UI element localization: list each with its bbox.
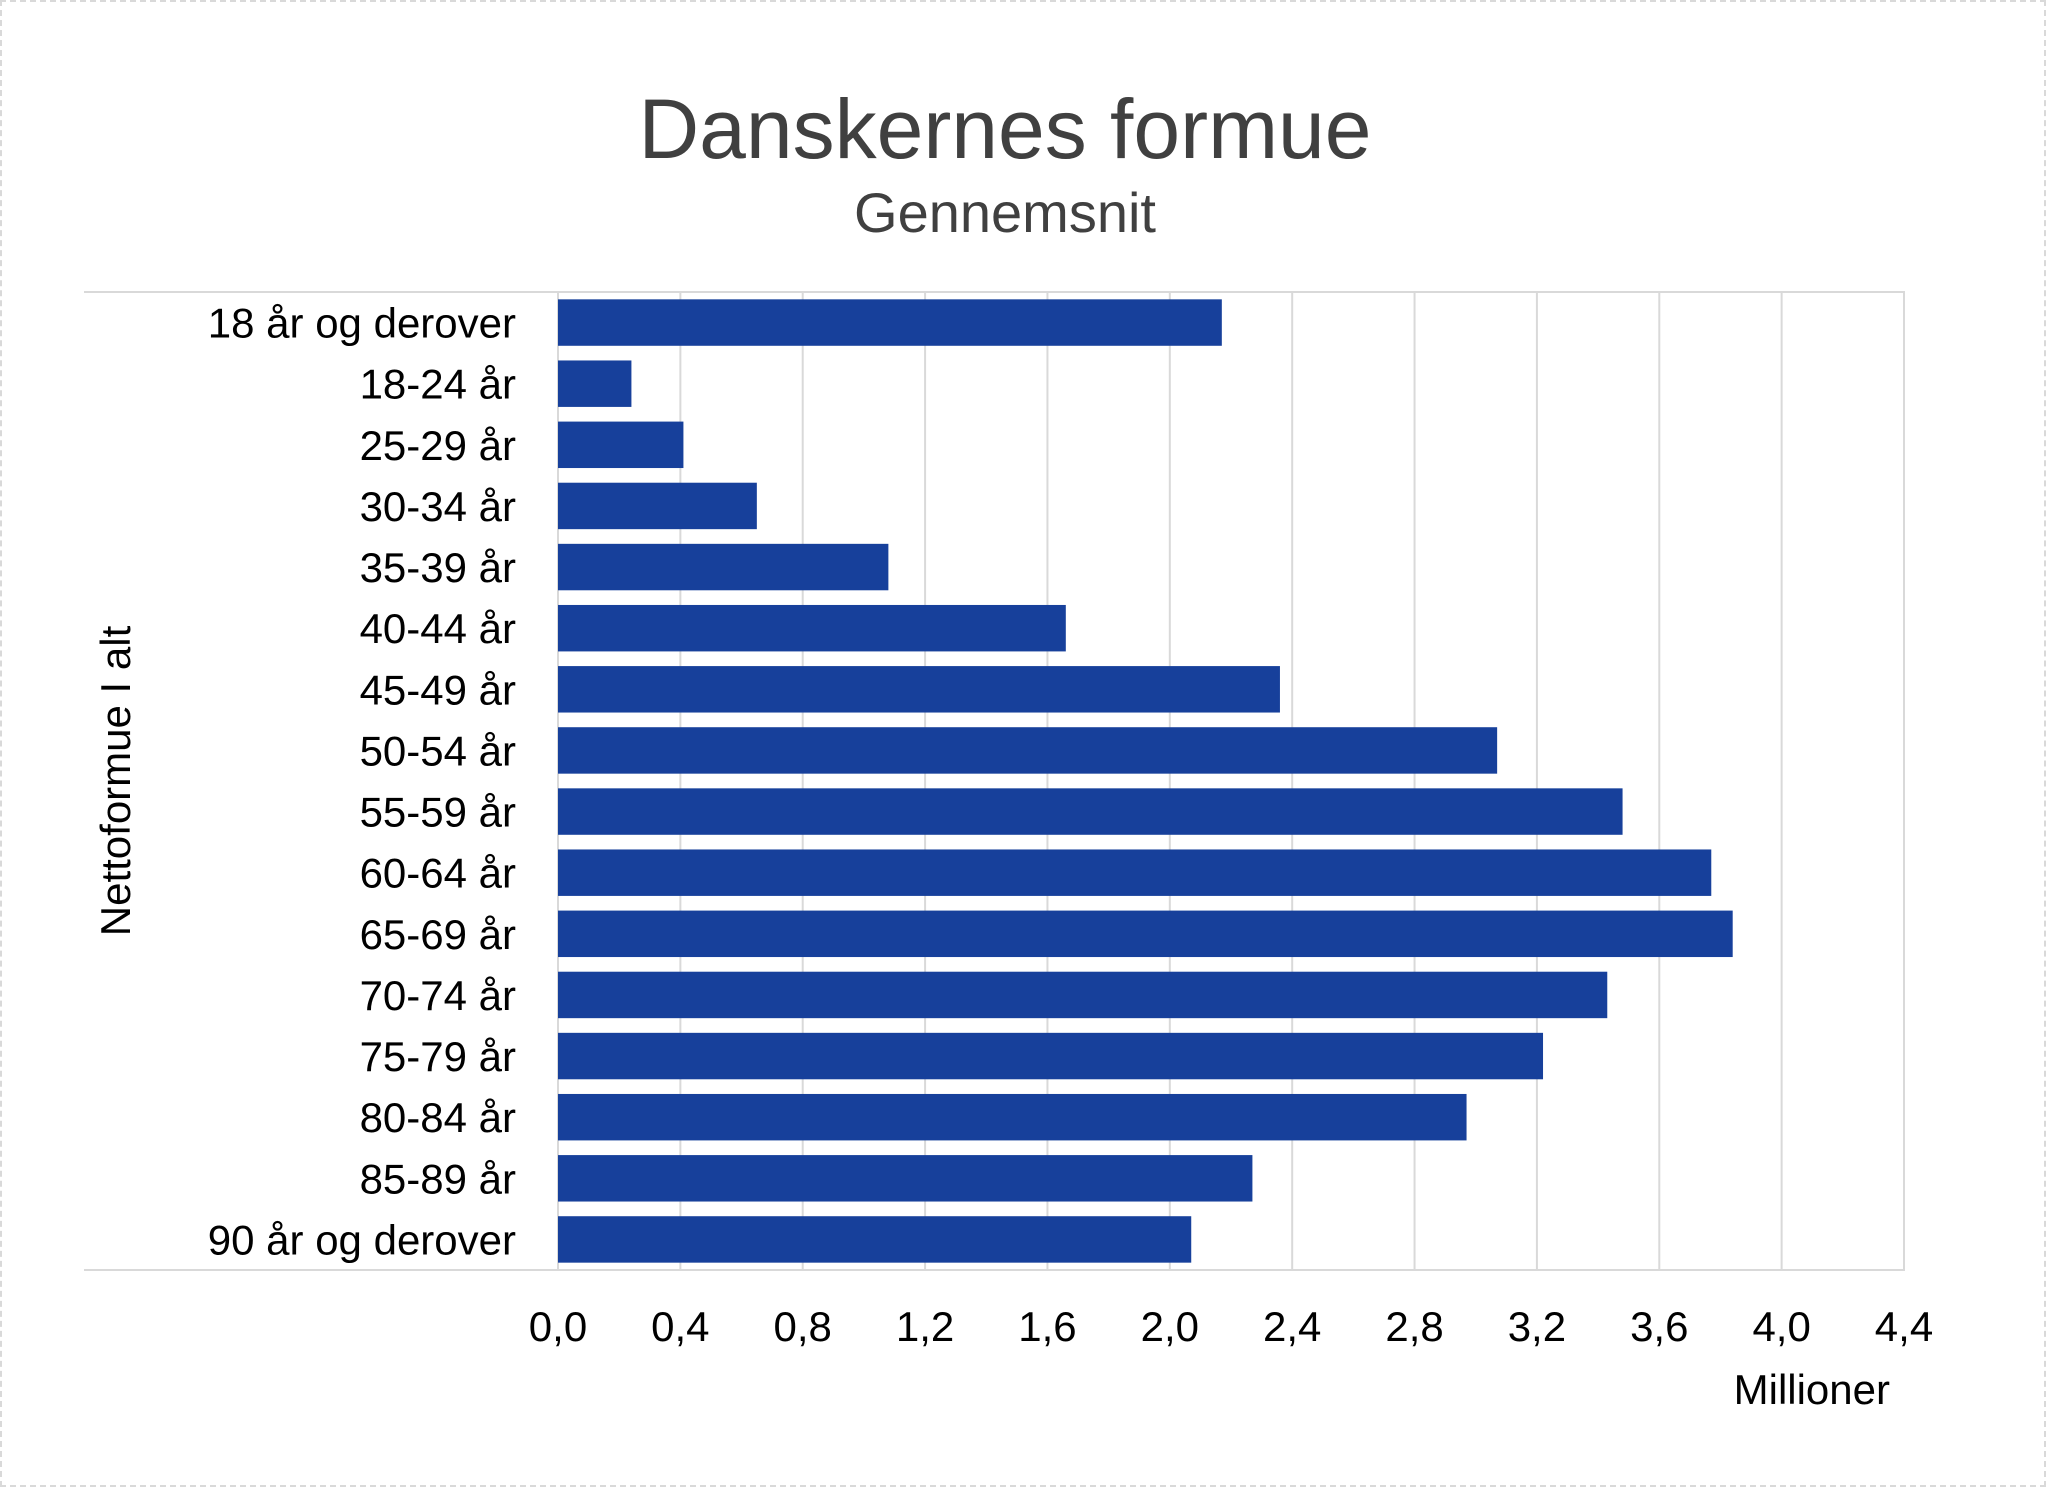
- x-tick-label: 3,6: [1630, 1303, 1688, 1350]
- category-label: 90 år og derover: [208, 1216, 516, 1263]
- category-label: 80-84 år: [360, 1094, 516, 1141]
- bar: [558, 604, 1066, 652]
- bar: [558, 971, 1608, 1019]
- category-label: 18 år og derover: [208, 300, 516, 347]
- bar: [558, 482, 757, 530]
- x-tick-label: 0,8: [774, 1303, 832, 1350]
- bar: [558, 727, 1498, 774]
- x-tick-label: 2,0: [1141, 1303, 1199, 1350]
- x-tick-label: 2,8: [1385, 1303, 1443, 1350]
- category-label: 60-64 år: [360, 850, 516, 897]
- x-tick-label: 4,0: [1752, 1303, 1810, 1350]
- bar: [558, 910, 1733, 958]
- category-label: 35-39 år: [360, 544, 516, 591]
- category-label: 18-24 år: [360, 361, 516, 408]
- x-axis-title: Millioner: [1734, 1366, 1890, 1413]
- category-label: 45-49 år: [360, 666, 516, 713]
- bar: [558, 849, 1712, 896]
- category-label: 30-34 år: [360, 483, 516, 530]
- category-label: 25-29 år: [360, 422, 516, 469]
- bar: [558, 666, 1280, 713]
- x-tick-label: 1,6: [1018, 1303, 1076, 1350]
- bar: [558, 360, 632, 407]
- bar: [558, 1155, 1253, 1202]
- bars: [558, 299, 1733, 1263]
- plot-area-border: [557, 291, 1905, 1271]
- bar: [558, 299, 1222, 346]
- category-label: 40-44 år: [360, 605, 516, 652]
- bar: [558, 788, 1623, 835]
- chart-title: Danskernes formue: [639, 82, 1372, 176]
- x-tick-label: 4,4: [1875, 1303, 1933, 1350]
- x-tick-label: 0,0: [529, 1303, 587, 1350]
- plot-area: [84, 291, 1905, 1271]
- x-tick-label: 1,2: [896, 1303, 954, 1350]
- category-label: 75-79 år: [360, 1033, 516, 1080]
- category-label: 85-89 år: [360, 1155, 516, 1202]
- chart-subtitle: Gennemsnit: [854, 181, 1156, 244]
- category-axis-labels: 18 år og derover 18-24 år 25-29 år 30-34 år…: [208, 300, 516, 1264]
- value-axis-labels: 0,0 0,4 0,8 1,2 1,6 2,0 2,4 2,8 3,2 3,6 4,0 4,4: [529, 1303, 1933, 1350]
- x-tick-label: 3,2: [1508, 1303, 1566, 1350]
- y-axis-title: Nettoformue I alt: [92, 625, 139, 936]
- category-label: 50-54 år: [360, 727, 516, 774]
- category-label: 70-74 år: [360, 972, 516, 1019]
- x-tick-label: 0,4: [651, 1303, 709, 1350]
- category-label: 55-59 år: [360, 789, 516, 836]
- bar: [558, 1093, 1467, 1141]
- category-label: 65-69 år: [360, 911, 516, 958]
- bar: [558, 421, 684, 469]
- x-tick-label: 2,4: [1263, 1303, 1321, 1350]
- bar: [558, 1032, 1544, 1080]
- bar: [558, 1216, 1192, 1263]
- bar: [558, 543, 889, 591]
